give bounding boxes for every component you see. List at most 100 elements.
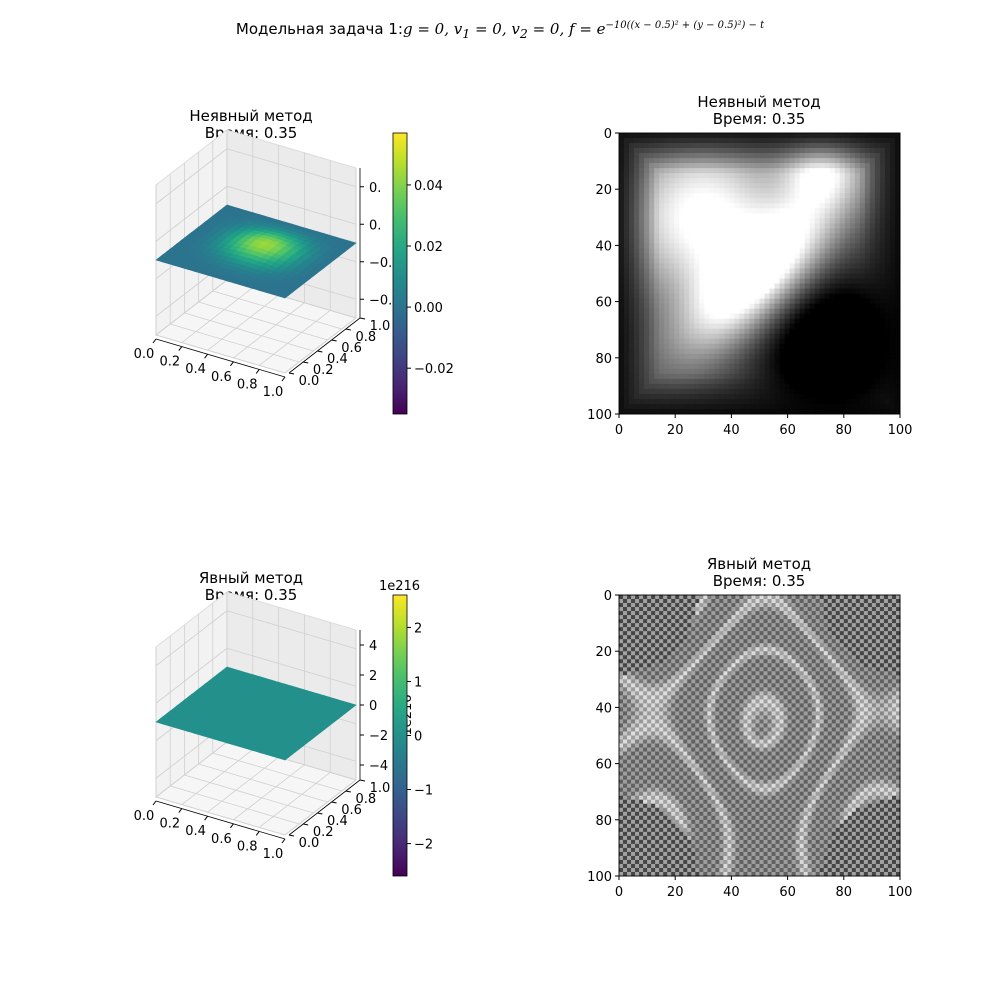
image-cell <box>827 599 833 604</box>
image-cell <box>787 639 793 644</box>
image-cell <box>743 623 748 628</box>
image-cell <box>623 639 628 644</box>
image-cell <box>707 603 712 608</box>
image-cell <box>731 627 736 632</box>
image-cell <box>727 623 732 628</box>
image-cell <box>855 599 861 604</box>
figure-title: Модельная задача 1:g = 0, v1 = 0, v2 = 0… <box>0 20 1000 41</box>
image-cell <box>847 599 853 604</box>
image-cell <box>627 603 632 608</box>
image-cell <box>795 627 801 632</box>
image-cell <box>831 639 837 644</box>
image-cell <box>851 639 857 644</box>
image-cell <box>891 635 897 640</box>
image-cell <box>751 595 756 600</box>
image-cell <box>695 611 700 616</box>
image-cell <box>759 615 764 620</box>
image-cell <box>639 619 644 624</box>
image-cell <box>619 611 624 616</box>
image-cell <box>759 619 764 624</box>
image-cell <box>719 639 724 644</box>
image-cell <box>871 619 877 624</box>
image-cell <box>783 607 788 612</box>
image-cell <box>791 635 797 640</box>
image-cell <box>691 627 696 632</box>
image-cell <box>779 619 784 624</box>
image-cell <box>791 599 797 604</box>
image-cell <box>655 595 660 600</box>
image-cell <box>863 631 869 636</box>
image-cell <box>827 627 833 632</box>
image-cell <box>643 611 648 616</box>
image-cell <box>791 603 797 608</box>
image-cell <box>751 611 756 616</box>
image-cell <box>891 599 897 604</box>
image-cell <box>691 607 696 612</box>
image-cell <box>703 635 708 640</box>
image-cell <box>671 599 676 604</box>
image-cell <box>643 631 648 636</box>
image-cell <box>703 607 708 612</box>
image-cell <box>643 623 648 628</box>
image-cell <box>787 623 793 628</box>
image-cell <box>759 603 764 608</box>
image-cell <box>731 623 736 628</box>
image-cell <box>695 639 700 644</box>
image-cell <box>887 623 893 628</box>
image-cell <box>683 619 688 624</box>
image-cell <box>763 599 768 604</box>
image-cell <box>623 603 628 608</box>
image-cell <box>751 603 756 608</box>
image-cell <box>619 603 624 608</box>
image-cell <box>851 611 857 616</box>
image-cell <box>631 595 636 600</box>
image-cell <box>627 615 632 620</box>
image-cell <box>787 607 793 612</box>
image-cell <box>667 623 672 628</box>
image-cell <box>731 615 736 620</box>
image-cell <box>671 615 676 620</box>
image-cell <box>847 615 853 620</box>
image-cell <box>803 619 809 624</box>
formula-part3: = 0, f = e <box>527 20 606 38</box>
image-cell <box>691 631 696 636</box>
image-cell <box>851 627 857 632</box>
image-cell <box>767 603 772 608</box>
image-cell <box>667 595 672 600</box>
image-cell <box>815 639 821 644</box>
image-cell <box>699 639 704 644</box>
image-cell <box>647 607 652 612</box>
image-cell <box>751 607 756 612</box>
image-cell <box>803 607 809 612</box>
image-cell <box>735 615 740 620</box>
image-cell <box>755 603 760 608</box>
image-cell <box>859 635 865 640</box>
image-cell <box>703 639 708 644</box>
image-cell <box>707 623 712 628</box>
image-cell <box>735 627 740 632</box>
image-cell <box>763 635 768 640</box>
image-cell <box>619 631 624 636</box>
image-cell <box>807 627 813 632</box>
implicit-surface-title: Неявный метод Время: 0.35 <box>151 108 351 142</box>
image-cell <box>803 595 809 600</box>
image-cell <box>647 639 652 644</box>
image-cell <box>635 603 640 608</box>
image-cell <box>723 615 728 620</box>
image-cell <box>811 631 817 636</box>
image-cell <box>679 619 684 624</box>
image-cell <box>823 623 829 628</box>
image-cell <box>843 615 849 620</box>
image-cell <box>771 639 776 644</box>
image-cell <box>671 623 676 628</box>
image-cell <box>723 599 728 604</box>
image-cell <box>855 635 861 640</box>
image-cell <box>619 599 624 604</box>
image-cell <box>867 627 873 632</box>
image-cell <box>799 615 805 620</box>
image-cell <box>767 619 772 624</box>
image-cell <box>819 619 825 624</box>
image-cell <box>879 619 885 624</box>
image-cell <box>839 615 845 620</box>
image-cell <box>791 619 797 624</box>
